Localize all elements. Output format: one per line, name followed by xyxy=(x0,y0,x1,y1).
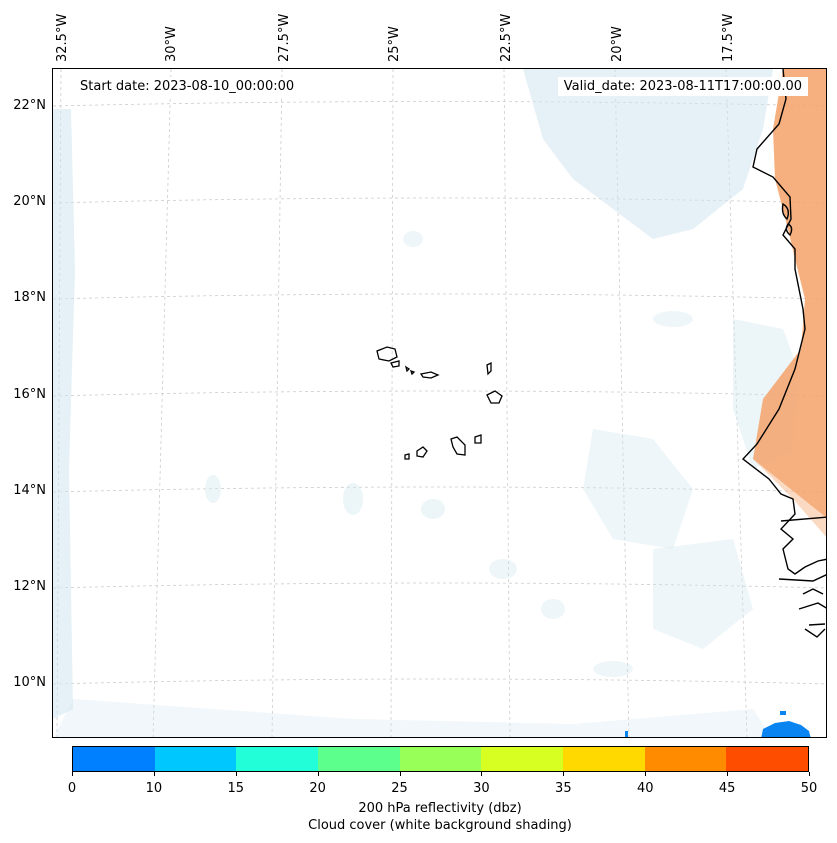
colorbar-tick-label: 30 xyxy=(473,781,490,796)
colorbar-tick-label: 40 xyxy=(636,781,654,796)
lat-label-22n: 22°N xyxy=(13,98,46,113)
colorbar-segment xyxy=(481,747,563,771)
colorbar-tick-label: 25 xyxy=(391,781,408,796)
colorbar-tickmark xyxy=(727,772,729,776)
island-sao-nicolau xyxy=(419,371,440,379)
colorbar-tickmark xyxy=(235,772,237,776)
valid-date-label: Valid_date: 2023-08-11T17:00:00.00 xyxy=(557,77,808,96)
lat-label-14n: 14°N xyxy=(13,483,46,498)
lon-label-25w: 25°W xyxy=(387,26,402,62)
start-date-label: Start date: 2023-08-10_00:00:00 xyxy=(74,77,301,96)
lon-label-17-5w: 17.5°W xyxy=(721,13,736,62)
colorbar xyxy=(72,746,809,772)
island-brava xyxy=(404,453,410,460)
colorbar-segment xyxy=(236,747,318,771)
colorbar-segment xyxy=(73,747,155,771)
colorbar-tick-label: 20 xyxy=(309,781,326,796)
lon-label-30w: 30°W xyxy=(164,26,179,62)
colorbar-segment xyxy=(318,747,400,771)
colorbar-tick-label: 0 xyxy=(67,781,77,796)
colorbar-tick-label: 45 xyxy=(718,781,736,796)
colorbar-tickmark xyxy=(809,772,810,776)
lon-label-20w: 20°W xyxy=(610,26,625,62)
island-santo-antao xyxy=(376,346,398,362)
colorbar-tickmark xyxy=(563,772,565,776)
lon-label-22-5w: 22.5°W xyxy=(499,13,514,62)
colorbar-segment xyxy=(563,747,645,771)
colorbar-sublabel: Cloud cover (white background shading) xyxy=(308,818,572,833)
colorbar-tickmark xyxy=(399,772,401,776)
colorbar-tick-label: 35 xyxy=(555,781,572,796)
lat-label-16n: 16°N xyxy=(13,387,46,402)
coastline xyxy=(741,69,826,638)
colorbar-tick-label: 15 xyxy=(227,781,245,796)
lat-label-10n: 10°N xyxy=(13,675,46,690)
colorbar-tickmark xyxy=(72,772,73,776)
island-maio xyxy=(474,434,482,444)
lon-label-32-5w: 32.5°W xyxy=(55,13,70,62)
colorbar-segment xyxy=(726,747,808,771)
colorbar-tickmark xyxy=(317,772,319,776)
island-santa-luzia xyxy=(404,365,411,373)
colorbar-segment xyxy=(644,747,727,771)
colorbar-segment xyxy=(399,747,482,771)
lon-label-27-5w: 27.5°W xyxy=(277,13,292,62)
colorbar-tickmark xyxy=(645,772,647,776)
island-fogo xyxy=(416,446,428,458)
lat-label-12n: 12°N xyxy=(13,579,46,594)
colorbar-tickmark xyxy=(153,772,155,776)
colorbar-tick-label: 50 xyxy=(800,781,818,796)
cloud-cover-shading xyxy=(53,69,798,737)
land-shading xyxy=(753,69,826,537)
lat-label-20n: 20°N xyxy=(13,194,46,209)
map-canvas xyxy=(53,69,826,737)
island-sao-vicente xyxy=(390,360,400,368)
colorbar-tick-label: 10 xyxy=(145,781,163,796)
island-boa-vista xyxy=(486,390,503,404)
island-sal xyxy=(486,361,492,376)
cape-verde-islands xyxy=(376,346,503,460)
reflectivity-blob xyxy=(761,721,811,737)
colorbar-tickmark xyxy=(481,772,483,776)
colorbar-label: 200 hPa reflectivity (dbz) xyxy=(358,801,522,816)
colorbar-segment xyxy=(154,747,237,771)
island-santiago xyxy=(450,436,466,456)
lat-label-18n: 18°N xyxy=(13,290,46,305)
reflectivity-patches xyxy=(625,711,811,737)
map-panel[interactable]: Start date: 2023-08-10_00:00:00 Valid_da… xyxy=(52,68,827,738)
